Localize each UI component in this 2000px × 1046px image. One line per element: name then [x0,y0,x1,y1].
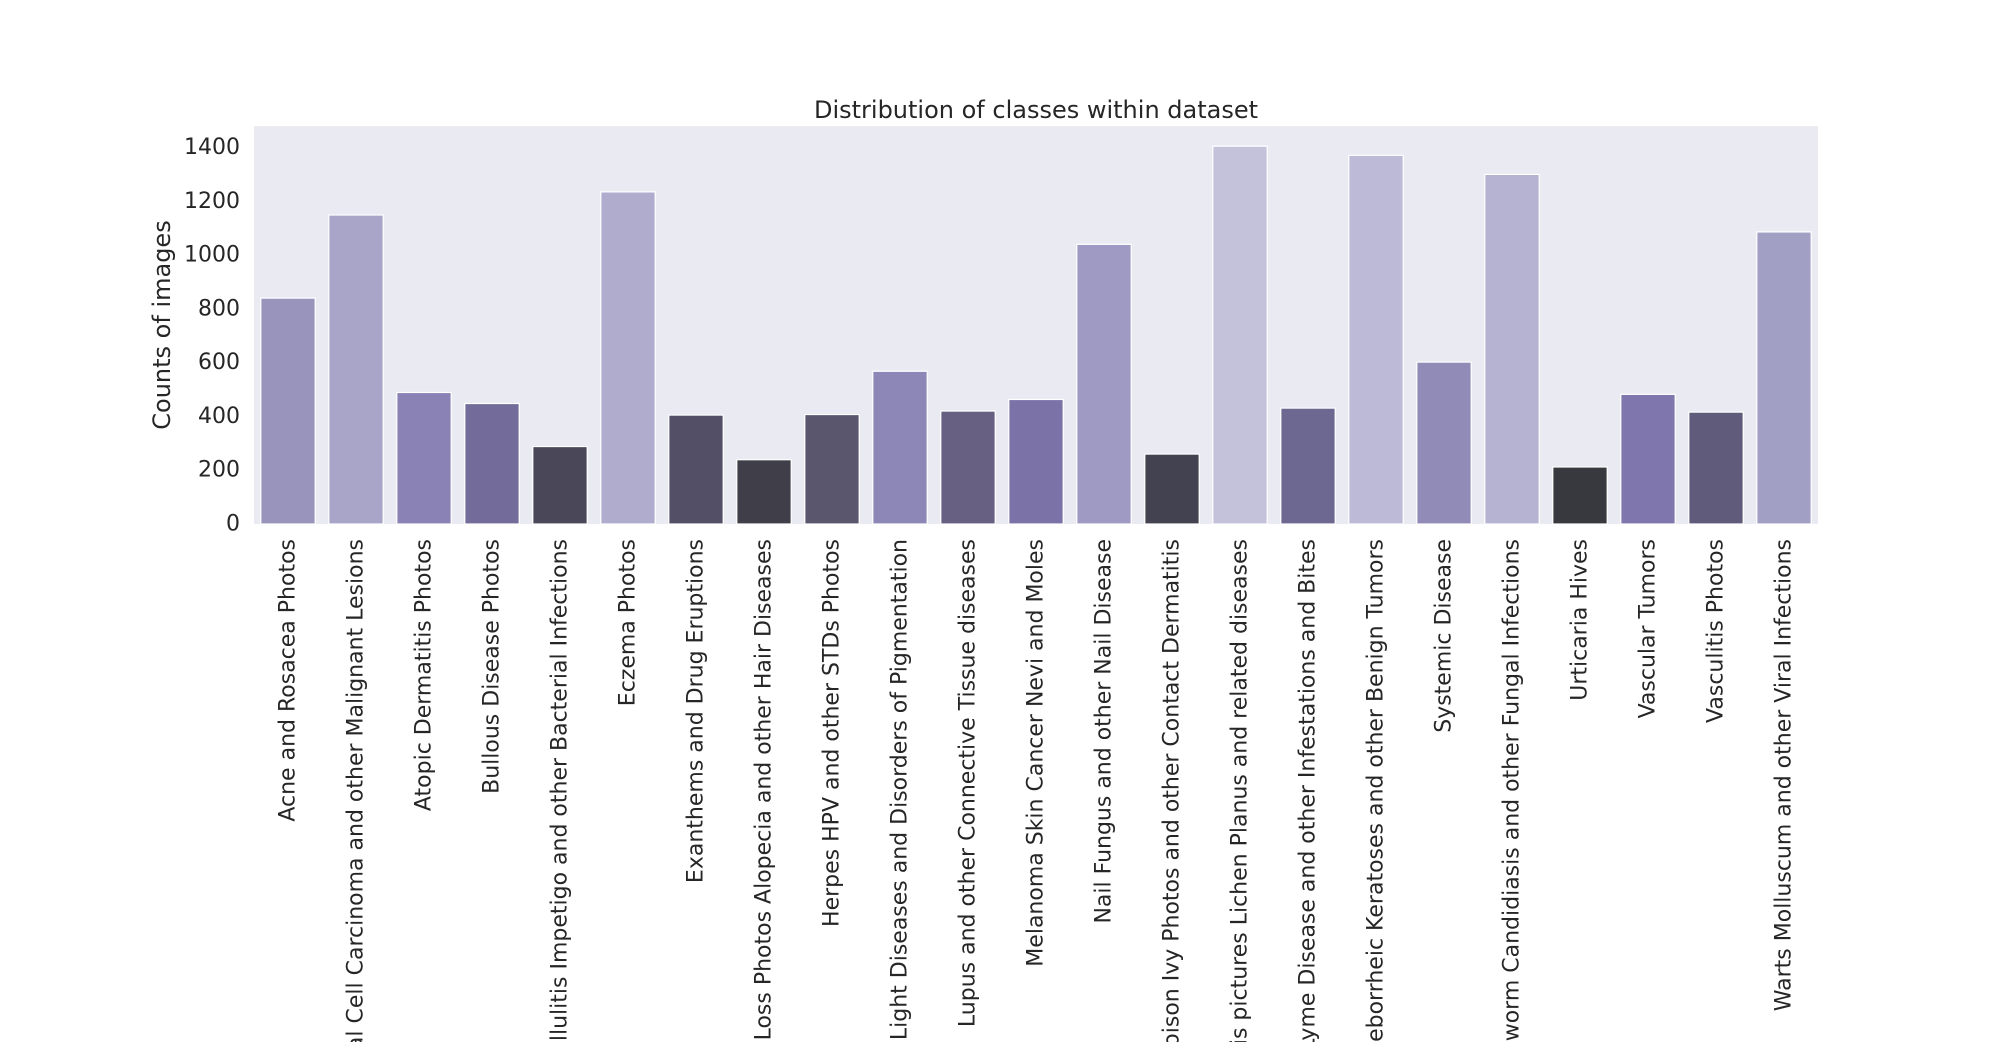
x-tick-label: Melanoma Skin Cancer Nevi and Moles [1024,539,1049,967]
y-tick-label: 400 [198,404,240,429]
bar [1144,453,1200,525]
bar [1756,231,1812,525]
bar [1416,361,1472,525]
bars [260,145,1812,525]
y-tick-label: 0 [226,512,240,537]
x-tick-label: Lupus and other Connective Tissue diseas… [956,539,981,1027]
bar [328,214,384,525]
bar [1484,173,1540,525]
x-tick-label: Light Diseases and Disorders of Pigmenta… [888,539,913,1040]
y-tick-label: 600 [198,350,240,375]
bar [804,413,860,525]
x-tick-label: Actinic Keratosis Basal Cell Carcinoma a… [344,539,369,1042]
bar [736,459,792,525]
bar [872,370,928,525]
x-tick-label: Herpes HPV and other STDs Photos [820,539,845,927]
x-tick-label: Seborrheic Keratoses and other Benign Tu… [1364,539,1389,1042]
bar [1008,398,1064,525]
bar [532,445,588,525]
x-tick-label: Atopic Dermatitis Photos [412,539,437,811]
bar [1212,145,1268,525]
x-tick-label: Psoriasis pictures Lichen Planus and rel… [1228,539,1253,1042]
x-tick-label: Eczema Photos [616,539,641,706]
bar [668,414,724,525]
x-tick-label: Urticaria Hives [1568,539,1593,701]
x-tick-label: Cellulitis Impetigo and other Bacterial … [548,539,573,1042]
chart-title: Distribution of classes within dataset [814,96,1258,124]
bar [940,410,996,525]
bar [1348,154,1404,525]
bar [600,191,656,525]
y-tick-label: 200 [198,458,240,483]
y-tick-label: 800 [198,296,240,321]
bar [1688,411,1744,525]
y-axis-label: Counts of images [148,220,176,429]
x-tick-label: Warts Molluscum and other Viral Infectio… [1772,539,1797,1011]
bar [1280,407,1336,525]
x-tick-label: Vasculitis Photos [1704,539,1729,723]
bar [1076,243,1132,525]
bar [260,297,316,525]
x-tick-label: Systemic Disease [1432,539,1457,733]
y-tick-label: 1200 [184,189,240,214]
x-axis: Acne and Rosacea Photos Actinic Keratosis… [276,539,1797,1042]
y-axis: 0 200 400 600 800 1000 1200 1400 [184,135,240,536]
bar [1620,393,1676,525]
x-tick-label: Scabies Lyme Disease and other Infestati… [1296,539,1321,1042]
x-tick-label: Vascular Tumors [1636,539,1661,718]
x-tick-label: Exanthems and Drug Eruptions [684,539,709,883]
bar [464,402,520,525]
y-tick-label: 1400 [184,135,240,160]
y-tick-label: 1000 [184,243,240,268]
x-tick-label: Acne and Rosacea Photos [276,539,301,822]
x-tick-label: Hair Loss Photos Alopecia and other Hair… [752,539,777,1042]
bar [1552,466,1608,525]
x-tick-label: Poison Ivy Photos and other Contact Derm… [1160,539,1185,1042]
x-tick-label: Tinea Ringworm Candidiasis and other Fun… [1500,539,1525,1042]
bar [396,391,452,525]
x-tick-label: Nail Fungus and other Nail Disease [1092,539,1117,924]
x-tick-label: Bullous Disease Photos [480,539,505,794]
